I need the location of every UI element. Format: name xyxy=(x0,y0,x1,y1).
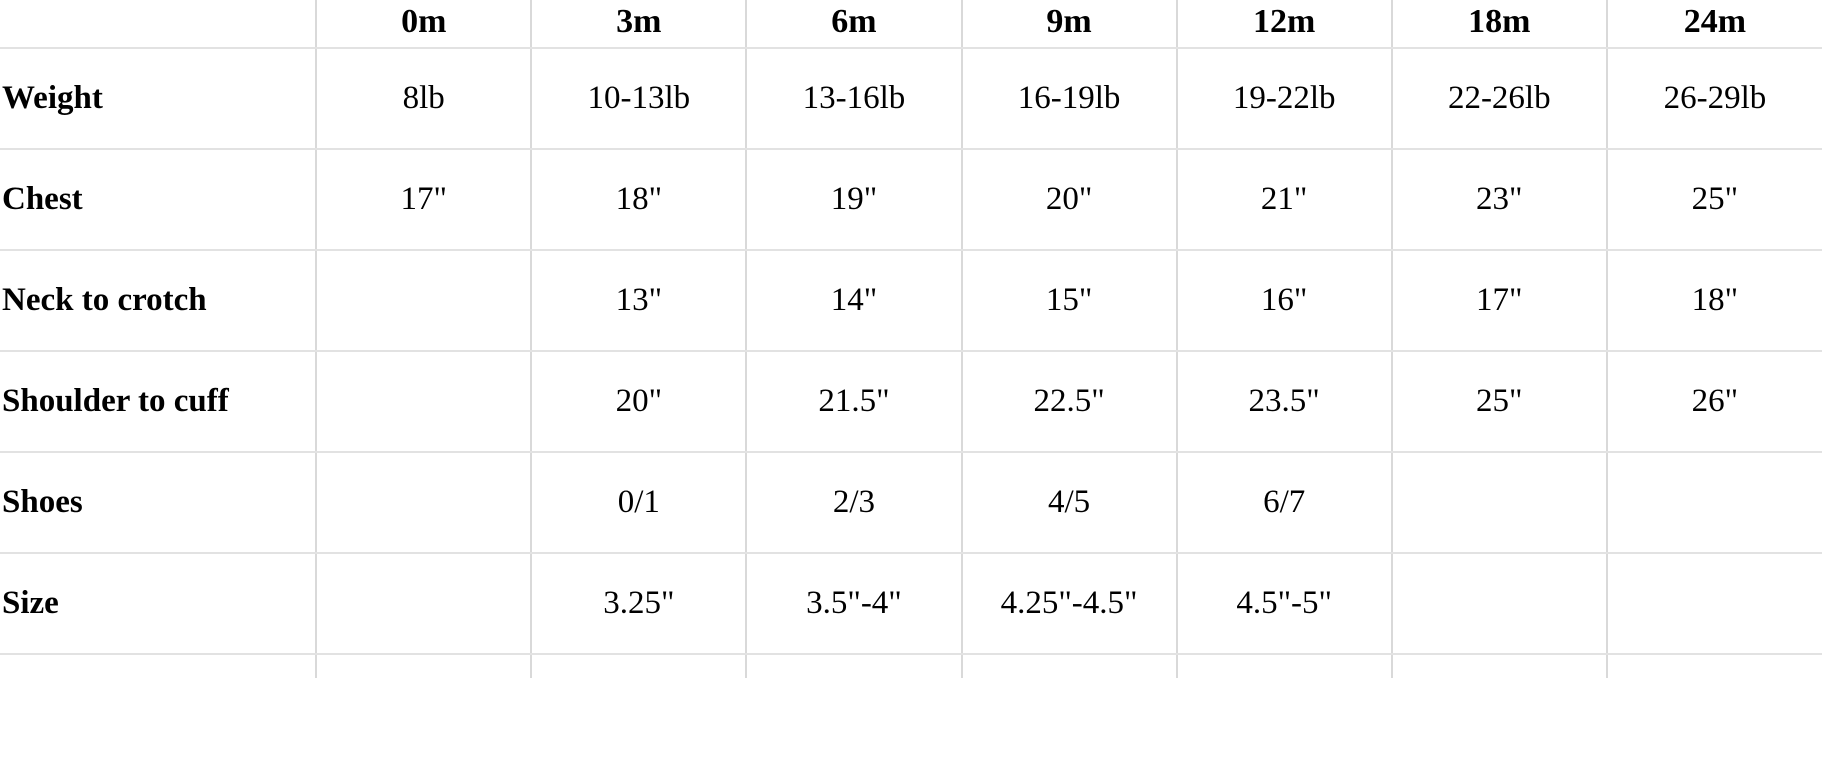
column-header-18m: 18m xyxy=(1391,0,1608,49)
table-row: Weight 8lb 10-13lb 13-16lb 16-19lb 19-22… xyxy=(0,48,1822,150)
column-header-3m: 3m xyxy=(531,0,748,49)
cell-clipped-24m xyxy=(1607,654,1822,678)
cell-shoulder-to-cuff-24m: 26" xyxy=(1606,351,1822,453)
cell-clipped-18m xyxy=(1391,654,1608,678)
cell-shoes-24m xyxy=(1606,452,1822,554)
cell-shoes-9m: 4/5 xyxy=(961,452,1178,554)
table-row: Neck to crotch 13" 14" 15" 16" 17" 18" xyxy=(0,250,1822,352)
cell-weight-0m: 8lb xyxy=(316,48,533,150)
header-row: 0m 3m 6m 9m 12m 18m 24m xyxy=(0,0,1822,49)
cell-size-18m xyxy=(1391,553,1608,655)
cell-neck-to-crotch-18m: 17" xyxy=(1391,250,1608,352)
column-header-0m: 0m xyxy=(316,0,533,49)
cell-size-0m xyxy=(316,553,533,655)
cell-clipped-6m xyxy=(746,654,963,678)
cell-neck-to-crotch-3m: 13" xyxy=(531,250,748,352)
cell-clipped-12m xyxy=(1176,654,1393,678)
table-header: 0m 3m 6m 9m 12m 18m 24m xyxy=(0,0,1822,49)
cell-size-3m: 3.25" xyxy=(531,553,748,655)
column-header-9m: 9m xyxy=(961,0,1178,49)
row-label-size: Size xyxy=(0,553,318,655)
cell-shoes-6m: 2/3 xyxy=(746,452,963,554)
cell-neck-to-crotch-24m: 18" xyxy=(1606,250,1822,352)
cell-weight-9m: 16-19lb xyxy=(961,48,1178,150)
cell-weight-3m: 10-13lb xyxy=(531,48,748,150)
size-chart-table: 0m 3m 6m 9m 12m 18m 24m Weight 8lb 10-13… xyxy=(0,0,1822,678)
cell-weight-12m: 19-22lb xyxy=(1176,48,1393,150)
cell-chest-12m: 21" xyxy=(1176,149,1393,251)
cell-clipped-0m xyxy=(316,654,533,678)
row-label-chest: Chest xyxy=(0,149,318,251)
table-row: Chest 17" 18" 19" 20" 21" 23" 25" xyxy=(0,149,1822,251)
cell-neck-to-crotch-0m xyxy=(316,250,533,352)
cell-shoulder-to-cuff-3m: 20" xyxy=(531,351,748,453)
cell-shoes-3m: 0/1 xyxy=(531,452,748,554)
row-label-weight: Weight xyxy=(0,48,318,150)
cell-neck-to-crotch-6m: 14" xyxy=(746,250,963,352)
cell-weight-18m: 22-26lb xyxy=(1391,48,1608,150)
table-row: Shoulder to cuff 20" 21.5" 22.5" 23.5" 2… xyxy=(0,351,1822,453)
cell-shoulder-to-cuff-6m: 21.5" xyxy=(746,351,963,453)
row-label-neck-to-crotch: Neck to crotch xyxy=(0,250,318,352)
column-header-24m: 24m xyxy=(1606,0,1822,49)
cell-chest-6m: 19" xyxy=(746,149,963,251)
cell-size-12m: 4.5"-5" xyxy=(1176,553,1393,655)
cell-neck-to-crotch-12m: 16" xyxy=(1176,250,1393,352)
cell-shoes-12m: 6/7 xyxy=(1176,452,1393,554)
cell-chest-0m: 17" xyxy=(316,149,533,251)
cell-chest-18m: 23" xyxy=(1391,149,1608,251)
header-corner-cell xyxy=(0,0,318,49)
cell-shoulder-to-cuff-0m xyxy=(316,351,533,453)
cell-size-6m: 3.5"-4" xyxy=(746,553,963,655)
row-label-shoulder-to-cuff: Shoulder to cuff xyxy=(0,351,318,453)
cell-shoulder-to-cuff-9m: 22.5" xyxy=(961,351,1178,453)
cell-neck-to-crotch-9m: 15" xyxy=(961,250,1178,352)
cell-shoulder-to-cuff-18m: 25" xyxy=(1391,351,1608,453)
table-row: Shoes 0/1 2/3 4/5 6/7 xyxy=(0,452,1822,554)
cell-size-9m: 4.25"-4.5" xyxy=(961,553,1178,655)
cell-shoes-0m xyxy=(316,452,533,554)
cell-clipped-3m xyxy=(531,654,748,678)
column-header-6m: 6m xyxy=(746,0,963,49)
cell-chest-9m: 20" xyxy=(961,149,1178,251)
cell-chest-24m: 25" xyxy=(1606,149,1822,251)
table-row: Size 3.25" 3.5"-4" 4.25"-4.5" 4.5"-5" xyxy=(0,553,1822,655)
cell-shoes-18m xyxy=(1391,452,1608,554)
cell-weight-24m: 26-29lb xyxy=(1606,48,1822,150)
column-header-12m: 12m xyxy=(1176,0,1393,49)
cell-clipped-9m xyxy=(961,654,1178,678)
cell-size-24m xyxy=(1606,553,1822,655)
table-body: Weight 8lb 10-13lb 13-16lb 16-19lb 19-22… xyxy=(0,48,1822,678)
cell-chest-3m: 18" xyxy=(531,149,748,251)
table-row xyxy=(0,654,1822,678)
cell-weight-6m: 13-16lb xyxy=(746,48,963,150)
cell-shoulder-to-cuff-12m: 23.5" xyxy=(1176,351,1393,453)
row-label-clipped xyxy=(0,654,318,678)
row-label-shoes: Shoes xyxy=(0,452,318,554)
